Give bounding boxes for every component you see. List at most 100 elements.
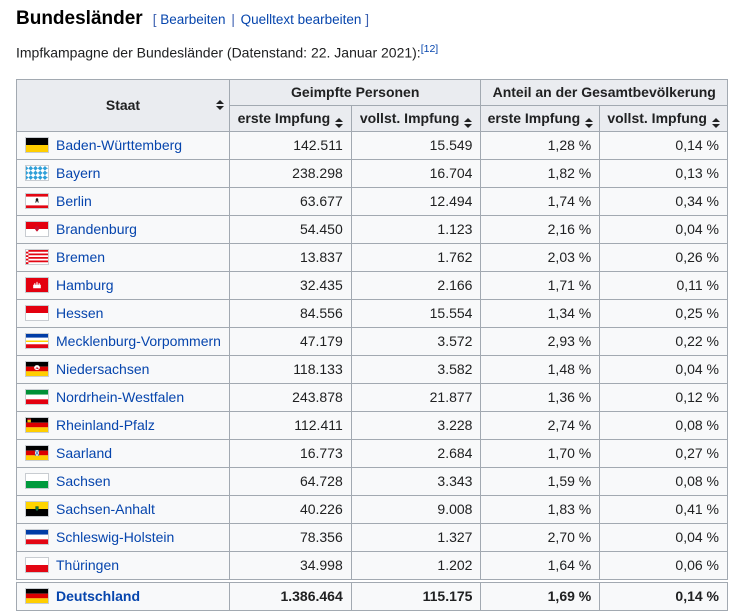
vollst-impfung-value: 2.684 [350, 438, 482, 468]
vollst-impfung-anteil-value: 0,08 % [599, 410, 728, 440]
state-link[interactable]: Brandenburg [56, 220, 137, 237]
sub-header-row: erste Impfung vollst. Impfung erste Impf… [17, 104, 728, 132]
table-row: Hamburg 32.435 2.166 1,71 % 0,11 % [16, 270, 728, 300]
erste-impfung-anteil-value: 1,74 % [480, 186, 601, 216]
vollst-impfung-anteil-value: 0,27 % [599, 438, 728, 468]
erste-impfung-value: 118.133 [228, 354, 352, 384]
state-link[interactable]: Bayern [56, 164, 101, 181]
sort-icon [335, 117, 344, 128]
column-header-label: vollst. Impfung [359, 109, 460, 126]
erste-impfung-anteil-value: 1,71 % [480, 270, 601, 300]
state-link[interactable]: Hamburg [56, 276, 114, 293]
vollst-impfung-anteil-value: 0,13 % [599, 158, 728, 188]
vollst-impfung-anteil-value: 0,08 % [599, 466, 728, 496]
hamburg-flag-icon [25, 277, 49, 294]
state-link[interactable]: Schleswig-Holstein [56, 528, 175, 545]
table-row: Niedersachsen 118.133 3.582 1,48 % 0,04 … [16, 354, 728, 384]
column-header-erste-impfung-anteil[interactable]: erste Impfung [480, 104, 601, 132]
vollst-impfung-value: 12.494 [350, 186, 482, 216]
erste-impfung-value: 112.411 [228, 410, 352, 440]
column-header-erste-impfung[interactable]: erste Impfung [228, 104, 352, 132]
vollst-impfung-value: 2.166 [350, 270, 482, 300]
vollst-impfung-value: 3.228 [350, 410, 482, 440]
erste-impfung-anteil-value: 2,93 % [480, 326, 601, 356]
vollst-impfung-value: 1.202 [350, 550, 482, 580]
erste-impfung-anteil-value: 1,83 % [480, 494, 601, 524]
table-row: Thüringen 34.998 1.202 1,64 % 0,06 % [16, 550, 728, 580]
sort-icon [215, 100, 224, 111]
erste-impfung-anteil-total-value: 1,69 % [480, 581, 601, 611]
vollst-impfung-anteil-value: 0,25 % [599, 298, 728, 328]
erste-impfung-value: 84.556 [228, 298, 352, 328]
state-link-deutschland[interactable]: Deutschland [56, 587, 141, 604]
table-row: Saarland 16.773 2.684 1,70 % 0,27 % [16, 438, 728, 468]
erste-impfung-anteil-value: 1,36 % [480, 382, 601, 412]
column-header-vollst-impfung[interactable]: vollst. Impfung [350, 104, 482, 132]
mecklenburg-vorpommern-flag-icon [25, 333, 49, 350]
state-link[interactable]: Mecklenburg-Vorpommern [56, 332, 221, 349]
table-row: Bremen 13.837 1.762 2,03 % 0,26 % [16, 242, 728, 272]
erste-impfung-total-value: 1.386.464 [228, 581, 352, 611]
edit-link[interactable]: Bearbeiten [160, 12, 226, 27]
column-header-label: erste Impfung [237, 109, 331, 126]
erste-impfung-anteil-value: 1,59 % [480, 466, 601, 496]
nordrhein-westfalen-flag-icon [25, 389, 49, 406]
vollst-impfung-anteil-value: 0,41 % [599, 494, 728, 524]
table-row: Berlin 63.677 12.494 1,74 % 0,34 % [16, 186, 728, 216]
page-title: Bundesländer [16, 8, 143, 29]
rheinland-pfalz-flag-icon [25, 417, 49, 434]
table-footer-row-deutschland: Deutschland 1.386.464 115.175 1,69 % 0,1… [16, 581, 728, 611]
edit-divider: | [231, 12, 235, 27]
state-link[interactable]: Sachsen-Anhalt [56, 500, 155, 517]
state-link[interactable]: Saarland [56, 444, 113, 461]
state-link[interactable]: Nordrhein-Westfalen [56, 388, 185, 405]
state-link[interactable]: Baden-Württemberg [56, 136, 183, 153]
berlin-flag-icon [25, 193, 49, 210]
sort-icon [464, 117, 473, 128]
erste-impfung-anteil-value: 1,28 % [480, 130, 601, 160]
erste-impfung-value: 54.450 [228, 214, 352, 244]
state-link[interactable]: Rheinland-Pfalz [56, 416, 155, 433]
edit-bracket-close: ] [365, 12, 369, 27]
subtitle-text: Impfkampagne der Bundesländer (Datenstan… [16, 44, 421, 61]
thueringen-flag-icon [25, 557, 49, 574]
vollst-impfung-value: 15.554 [350, 298, 482, 328]
vollst-impfung-value: 3.582 [350, 354, 482, 384]
edit-section: [ Bearbeiten | Quelltext bearbeiten ] [153, 12, 369, 27]
state-link[interactable]: Sachsen [56, 472, 111, 489]
state-link[interactable]: Thüringen [56, 556, 120, 573]
bremen-flag-icon [25, 249, 49, 266]
niedersachsen-flag-icon [25, 361, 49, 378]
vollst-impfung-value: 1.327 [350, 522, 482, 552]
footnote-reference-link[interactable]: [12] [420, 43, 439, 55]
state-link[interactable]: Berlin [56, 192, 92, 209]
erste-impfung-value: 32.435 [228, 270, 352, 300]
vollst-impfung-anteil-value: 0,06 % [599, 550, 728, 580]
sort-icon [711, 117, 720, 128]
vollst-impfung-anteil-value: 0,22 % [599, 326, 728, 356]
bayern-flag-icon [25, 165, 49, 182]
erste-impfung-value: 78.356 [228, 522, 352, 552]
column-header-staat[interactable]: Staat [16, 78, 230, 132]
column-header-vollst-impfung-anteil[interactable]: vollst. Impfung [599, 104, 728, 132]
table-caption-text: Impfkampagne der Bundesländer (Datenstan… [16, 40, 728, 62]
group-header-geimpfte-personen: Geimpfte Personen [228, 78, 482, 106]
column-header-label: erste Impfung [487, 109, 581, 126]
edit-bracket-open: [ [152, 12, 157, 27]
section-heading: Bundesländer [ Bearbeiten | Quelltext be… [16, 8, 728, 30]
vollst-impfung-value: 21.877 [350, 382, 482, 412]
state-link[interactable]: Bremen [56, 248, 106, 265]
state-link[interactable]: Hessen [56, 304, 104, 321]
state-link[interactable]: Niedersachsen [56, 360, 150, 377]
table-row: Schleswig-Holstein 78.356 1.327 2,70 % 0… [16, 522, 728, 552]
edit-source-link[interactable]: Quelltext bearbeiten [240, 12, 362, 27]
erste-impfung-anteil-value: 1,48 % [480, 354, 601, 384]
germany-flag-icon [25, 588, 49, 605]
vollst-impfung-anteil-total-value: 0,14 % [599, 581, 728, 611]
table-row: Nordrhein-Westfalen 243.878 21.877 1,36 … [16, 382, 728, 412]
erste-impfung-value: 238.298 [228, 158, 352, 188]
erste-impfung-anteil-value: 2,70 % [480, 522, 601, 552]
vollst-impfung-anteil-value: 0,04 % [599, 354, 728, 384]
sort-icon [585, 117, 594, 128]
